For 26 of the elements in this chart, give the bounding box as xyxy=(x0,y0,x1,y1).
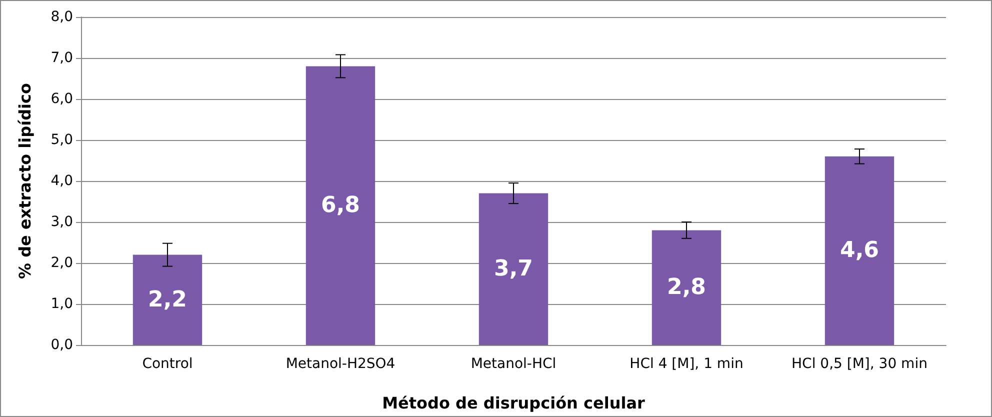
y-tick-label: 1,0 xyxy=(50,296,73,312)
x-tick-label: Control xyxy=(142,356,193,372)
x-tick-label: Metanol-HCl xyxy=(470,356,556,372)
x-tick-label: Metanol-H2SO4 xyxy=(286,356,396,372)
x-axis-title: Método de disrupción celular xyxy=(382,394,646,412)
y-tick-label: 7,0 xyxy=(50,50,73,66)
data-label: 4,6 xyxy=(840,238,879,264)
y-tick-label: 0,0 xyxy=(50,337,73,353)
y-axis-title: % de extracto lipídico xyxy=(16,82,34,279)
data-label: 6,8 xyxy=(321,193,360,218)
data-label: 2,8 xyxy=(667,275,706,300)
y-tick-label: 3,0 xyxy=(50,214,73,230)
y-tick-label: 4,0 xyxy=(50,173,73,189)
bar xyxy=(306,66,376,345)
x-tick-label: HCl 4 [M], 1 min xyxy=(630,356,744,372)
bar xyxy=(478,193,548,345)
y-tick-label: 5,0 xyxy=(50,132,73,148)
data-label: 2,2 xyxy=(148,287,187,312)
x-tick-label: HCl 0,5 [M], 30 min xyxy=(792,356,928,372)
data-label: 3,7 xyxy=(494,256,533,282)
bar xyxy=(652,230,722,345)
y-tick-label: 6,0 xyxy=(50,91,73,107)
y-tick-label: 8,0 xyxy=(50,9,73,25)
bar xyxy=(824,156,894,345)
bar xyxy=(132,254,202,345)
y-tick-label: 2,0 xyxy=(50,255,73,271)
